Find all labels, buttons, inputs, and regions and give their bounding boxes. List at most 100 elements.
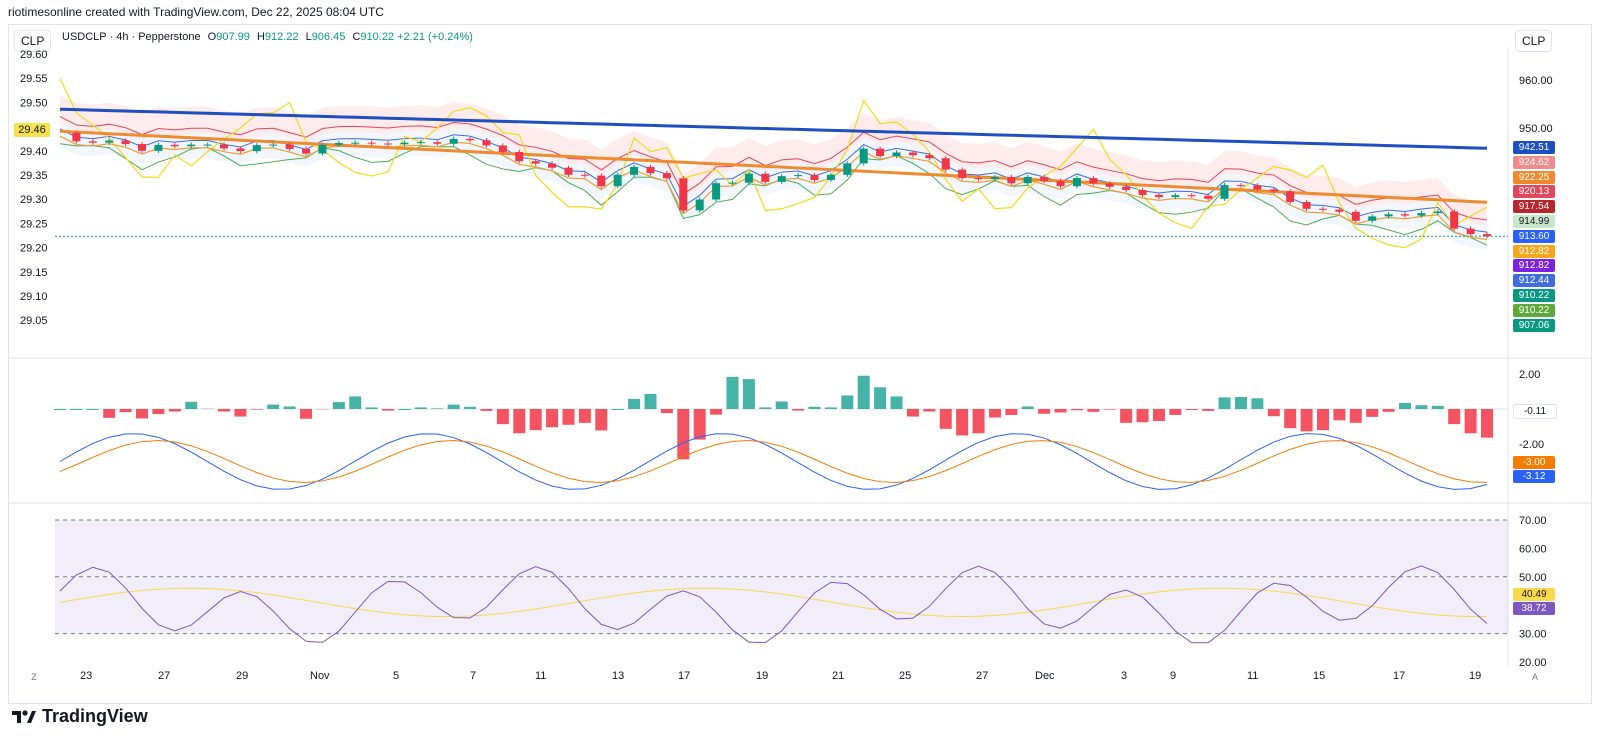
candle-body bbox=[449, 138, 458, 144]
candle-body bbox=[203, 144, 212, 146]
candle-body bbox=[433, 142, 442, 144]
rsi-axis-tick: 60.00 bbox=[1519, 543, 1547, 555]
candle-body bbox=[1269, 189, 1278, 192]
candle-body bbox=[1286, 191, 1295, 202]
rsi-tag: 38.72 bbox=[1513, 602, 1555, 615]
macd-histogram-bar bbox=[742, 379, 755, 409]
macd-histogram-bar bbox=[168, 409, 181, 412]
candle-body bbox=[1171, 195, 1180, 198]
left-axis-tick: 29.35 bbox=[20, 170, 48, 182]
macd-histogram-bar bbox=[152, 409, 165, 415]
candle-body bbox=[1351, 211, 1360, 221]
macd-histogram-bar bbox=[775, 401, 788, 409]
macd-histogram-bar bbox=[660, 409, 673, 414]
date-axis-label: 27 bbox=[976, 670, 989, 682]
macd-signal-line bbox=[59, 440, 1488, 483]
candle-body bbox=[72, 132, 81, 142]
candle-body bbox=[859, 148, 868, 164]
candle-body bbox=[1122, 186, 1131, 191]
candle-body bbox=[777, 176, 786, 182]
candle-body bbox=[1335, 209, 1344, 212]
candle-body bbox=[548, 163, 557, 168]
macd-histogram-bar bbox=[365, 407, 378, 409]
tradingview-logo[interactable]: TradingView bbox=[12, 706, 148, 727]
macd-histogram-bar bbox=[1021, 406, 1034, 409]
macd-histogram-bar bbox=[398, 409, 411, 410]
macd-histogram-bar bbox=[1202, 409, 1215, 411]
price-tag: 920.13 bbox=[1513, 185, 1555, 199]
auto-scale-toggle: A bbox=[1531, 672, 1538, 682]
macd-histogram-bar bbox=[1251, 398, 1264, 409]
right-currency-badge[interactable]: CLP bbox=[1515, 30, 1553, 52]
macd-histogram-bar bbox=[1448, 409, 1461, 425]
macd-histogram-bar bbox=[824, 407, 837, 409]
macd-histogram-bar bbox=[1234, 397, 1247, 409]
macd-histogram-bar bbox=[1300, 409, 1313, 432]
left-axis-tick: 29.60 bbox=[20, 49, 48, 61]
macd-histogram-bar bbox=[332, 402, 345, 409]
macd-histogram-bar bbox=[906, 409, 919, 417]
candle-body bbox=[498, 145, 507, 152]
macd-histogram-bar bbox=[250, 409, 263, 410]
macd-histogram-bar bbox=[1333, 409, 1346, 421]
candle-body bbox=[105, 140, 114, 143]
macd-histogram-bar bbox=[1382, 409, 1395, 412]
date-axis-label: 17 bbox=[1393, 670, 1406, 682]
candle-body bbox=[744, 173, 753, 183]
rsi-tag: 40.49 bbox=[1513, 588, 1555, 601]
candle-body bbox=[712, 183, 721, 200]
macd-tag: -0.11 bbox=[1513, 404, 1557, 419]
candle-body bbox=[515, 151, 524, 162]
left-axis-tick: 29.55 bbox=[20, 73, 48, 85]
macd-histogram-bar bbox=[529, 409, 542, 431]
macd-tag: -3.12 bbox=[1513, 470, 1555, 483]
macd-histogram-bar bbox=[726, 376, 739, 409]
price-tag: 912.82 bbox=[1513, 259, 1555, 273]
macd-histogram-bar bbox=[874, 387, 887, 409]
chart-frame bbox=[8, 24, 1592, 704]
candle-body bbox=[252, 145, 261, 152]
macd-histogram-bar bbox=[1398, 403, 1411, 409]
macd-histogram-bar bbox=[496, 409, 509, 425]
macd-histogram-bar bbox=[595, 409, 608, 431]
candle-body bbox=[925, 155, 934, 159]
macd-histogram-bar bbox=[988, 409, 1001, 418]
candle-body bbox=[1154, 194, 1163, 198]
candle-body bbox=[564, 167, 573, 175]
left-axis-tick: 29.40 bbox=[20, 146, 48, 158]
macd-histogram-bar bbox=[1038, 409, 1051, 414]
candle-body bbox=[1384, 214, 1393, 217]
macd-histogram-bar bbox=[1284, 409, 1297, 429]
date-axis-label: 17 bbox=[678, 670, 691, 682]
rsi-axis-tick: 20.00 bbox=[1519, 657, 1547, 669]
macd-histogram-bar bbox=[546, 409, 559, 428]
macd-histogram-bar bbox=[808, 406, 821, 409]
macd-histogram-bar bbox=[1103, 409, 1116, 410]
macd-histogram-bar bbox=[1267, 409, 1280, 417]
left-currency-badge[interactable]: CLP bbox=[14, 30, 52, 52]
ema-orange-line bbox=[59, 129, 1488, 204]
macd-histogram-bar bbox=[1152, 409, 1165, 421]
macd-histogram-bar bbox=[939, 409, 952, 429]
date-axis-label: 13 bbox=[612, 670, 625, 682]
macd-histogram-bar bbox=[1087, 409, 1100, 412]
price-tag: 912.44 bbox=[1513, 274, 1555, 288]
candle-body bbox=[187, 144, 196, 147]
candle-body bbox=[1138, 190, 1147, 195]
candle-body bbox=[810, 175, 819, 180]
candle-body bbox=[662, 173, 671, 179]
macd-histogram-bar bbox=[267, 404, 280, 409]
price-tag: 913.60 bbox=[1513, 229, 1555, 243]
macd-histogram-bar bbox=[923, 409, 936, 412]
left-axis-tick: 29.15 bbox=[20, 267, 48, 279]
change-value: +2.21 (+0.24%) bbox=[397, 31, 473, 43]
rsi-axis-tick: 50.00 bbox=[1519, 572, 1547, 584]
date-axis-label: Nov bbox=[310, 670, 330, 682]
macd-histogram-bar bbox=[578, 409, 591, 423]
macd-histogram-bar bbox=[283, 406, 296, 409]
symbol-label[interactable]: USDCLP · 4h · Pepperstone bbox=[62, 31, 201, 43]
macd-histogram-bar bbox=[103, 409, 116, 418]
candle-body bbox=[269, 144, 278, 146]
candle-body bbox=[367, 142, 376, 144]
